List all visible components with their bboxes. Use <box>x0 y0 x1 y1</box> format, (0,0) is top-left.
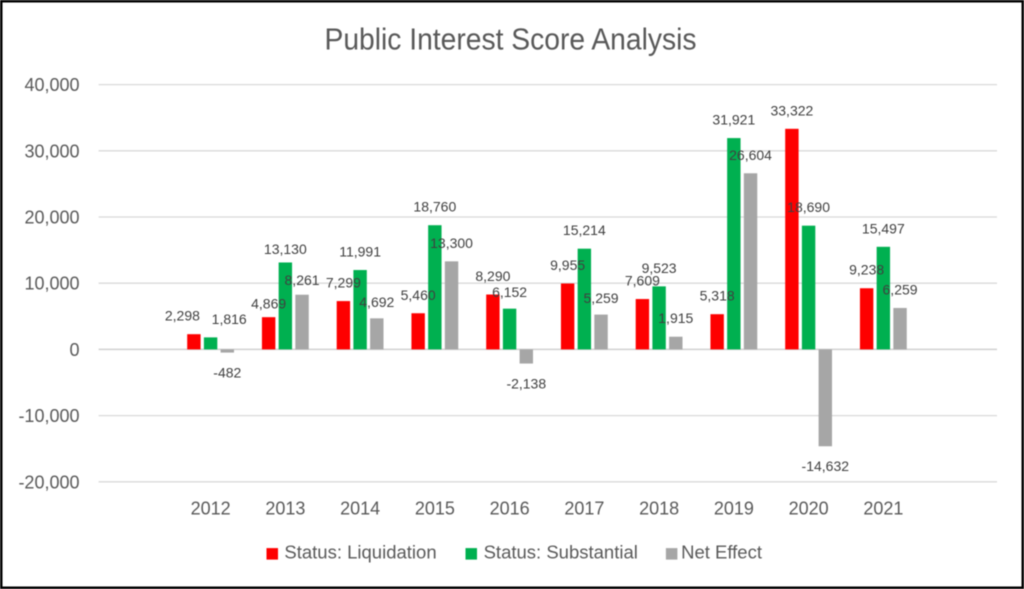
svg-text:8,290: 8,290 <box>475 268 510 284</box>
svg-text:10,000: 10,000 <box>24 274 79 294</box>
svg-text:4,869: 4,869 <box>251 296 286 312</box>
svg-text:6,152: 6,152 <box>492 284 527 300</box>
svg-text:2012: 2012 <box>191 499 231 519</box>
svg-text:13,300: 13,300 <box>430 235 473 251</box>
svg-text:-482: -482 <box>213 364 241 380</box>
svg-text:2015: 2015 <box>415 499 455 519</box>
svg-text:7,299: 7,299 <box>326 275 361 291</box>
svg-text:40,000: 40,000 <box>24 75 79 95</box>
svg-text:15,497: 15,497 <box>862 220 905 236</box>
svg-text:Status: Liquidation: Status: Liquidation <box>284 542 436 563</box>
svg-text:9,955: 9,955 <box>550 257 585 273</box>
svg-text:18,760: 18,760 <box>413 199 456 215</box>
svg-text:1,915: 1,915 <box>658 310 693 326</box>
svg-text:2019: 2019 <box>714 499 754 519</box>
svg-text:18,690: 18,690 <box>787 199 830 215</box>
svg-text:4,692: 4,692 <box>359 294 394 310</box>
svg-text:-14,632: -14,632 <box>802 458 850 474</box>
svg-text:-2,138: -2,138 <box>506 375 546 391</box>
svg-text:Status: Substantial: Status: Substantial <box>484 542 638 563</box>
svg-text:13,130: 13,130 <box>264 241 307 257</box>
svg-text:5,318: 5,318 <box>700 288 735 304</box>
svg-text:31,921: 31,921 <box>712 112 755 128</box>
svg-text:11,991: 11,991 <box>339 244 381 260</box>
svg-text:-20,000: -20,000 <box>18 472 79 492</box>
svg-text:8,261: 8,261 <box>285 272 320 288</box>
svg-text:2,298: 2,298 <box>165 308 200 324</box>
svg-text:26,604: 26,604 <box>729 147 772 163</box>
svg-text:-10,000: -10,000 <box>18 406 79 426</box>
svg-text:0: 0 <box>69 340 79 360</box>
svg-text:2018: 2018 <box>639 499 679 519</box>
svg-text:9,523: 9,523 <box>642 260 677 276</box>
svg-text:1,816: 1,816 <box>212 311 247 327</box>
svg-text:9,238: 9,238 <box>849 262 884 278</box>
svg-text:Public Interest Score Analysis: Public Interest Score Analysis <box>325 22 697 57</box>
svg-text:5,259: 5,259 <box>584 290 619 306</box>
svg-text:7,609: 7,609 <box>625 273 660 289</box>
svg-text:Net Effect: Net Effect <box>681 542 762 563</box>
svg-text:15,214: 15,214 <box>563 222 606 238</box>
svg-text:33,322: 33,322 <box>770 102 813 118</box>
svg-text:30,000: 30,000 <box>24 141 79 161</box>
svg-text:6,259: 6,259 <box>883 281 918 297</box>
svg-text:2013: 2013 <box>265 499 305 519</box>
svg-text:2017: 2017 <box>564 499 604 519</box>
svg-text:2016: 2016 <box>490 499 530 519</box>
svg-text:2014: 2014 <box>340 499 380 519</box>
svg-text:2021: 2021 <box>863 499 903 519</box>
svg-text:5,460: 5,460 <box>401 287 436 303</box>
svg-text:2020: 2020 <box>789 499 829 519</box>
svg-text:20,000: 20,000 <box>24 208 79 228</box>
